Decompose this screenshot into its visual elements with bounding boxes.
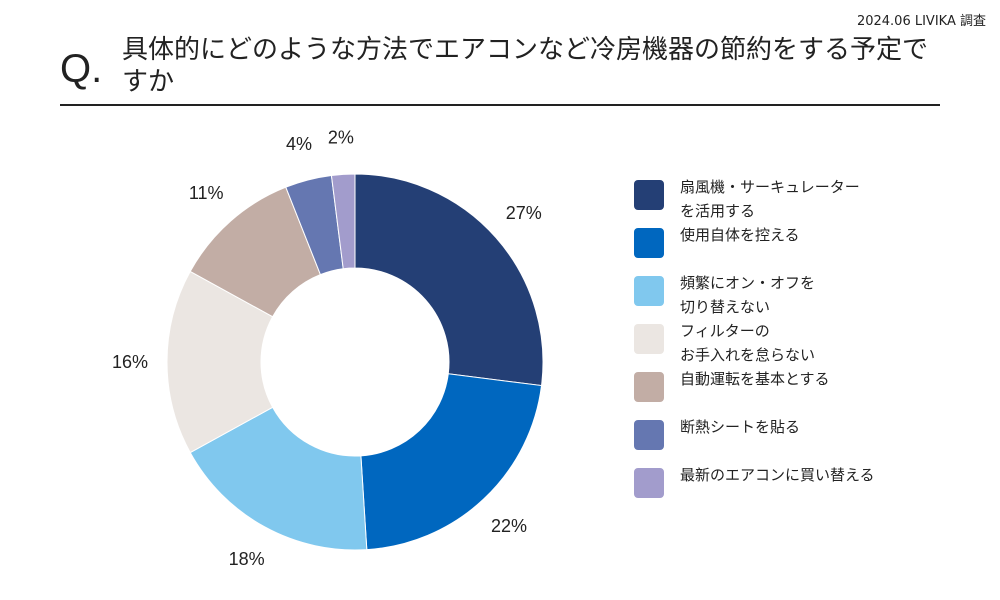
- legend-swatch: [634, 180, 664, 210]
- donut-slice: [166, 270, 274, 454]
- legend-label: 最新のエアコンに買い替える: [680, 466, 875, 484]
- chart-legend: 扇風機・サーキュレーター を活用する 使用自体を控える 頻繁にオン・オフを 切り替え…: [634, 172, 964, 508]
- legend-item: フィルターの お手入れを怠らない: [634, 316, 964, 364]
- chart-title: 具体的にどのような方法でエアコンなど冷房機器の節約をする予定ですか: [122, 35, 929, 97]
- donut-chart: 27% 22% 18% 16% 11% 4% 2%: [112, 127, 544, 569]
- data-label: 16%: [112, 352, 148, 372]
- legend-item: 使用自体を控える: [634, 220, 964, 268]
- legend-swatch: [634, 468, 664, 498]
- legend-swatch: [634, 420, 664, 450]
- donut-slice: [189, 406, 368, 551]
- data-label: 18%: [229, 549, 265, 569]
- legend-item: 断熱シートを貼る: [634, 412, 964, 460]
- legend-item: 扇風機・サーキュレーター を活用する: [634, 172, 964, 220]
- data-label: 4%: [286, 134, 312, 154]
- donut-slice: [360, 373, 543, 551]
- data-label: 2%: [328, 127, 354, 147]
- legend-swatch: [634, 276, 664, 306]
- legend-swatch: [634, 228, 664, 258]
- data-label: 11%: [189, 183, 224, 203]
- donut-slice: [330, 173, 356, 270]
- data-label: 22%: [491, 516, 527, 536]
- legend-swatch: [634, 372, 664, 402]
- legend-label: 使用自体を控える: [680, 226, 800, 244]
- legend-label: 自動運転を基本とする: [680, 370, 830, 388]
- source-note: 2024.06 LIVIKA 調査: [856, 14, 986, 29]
- legend-label: フィルターの お手入れを怠らない: [680, 322, 816, 364]
- legend-item: 頻繁にオン・オフを 切り替えない: [634, 268, 964, 316]
- legend-item: 最新のエアコンに買い替える: [634, 460, 964, 508]
- donut-slice: [354, 173, 544, 387]
- legend-label: 頻繁にオン・オフを 切り替えない: [680, 274, 816, 316]
- question-mark: Q.: [60, 47, 103, 91]
- legend-swatch: [634, 324, 664, 354]
- data-label: 27%: [506, 203, 542, 223]
- legend-item: 自動運転を基本とする: [634, 364, 964, 412]
- question-header: Q. 具体的にどのような方法でエアコンなど冷房機器の節約をする予定ですか: [60, 34, 940, 106]
- legend-label: 断熱シートを貼る: [680, 418, 801, 436]
- legend-label: 扇風機・サーキュレーター を活用する: [680, 178, 860, 220]
